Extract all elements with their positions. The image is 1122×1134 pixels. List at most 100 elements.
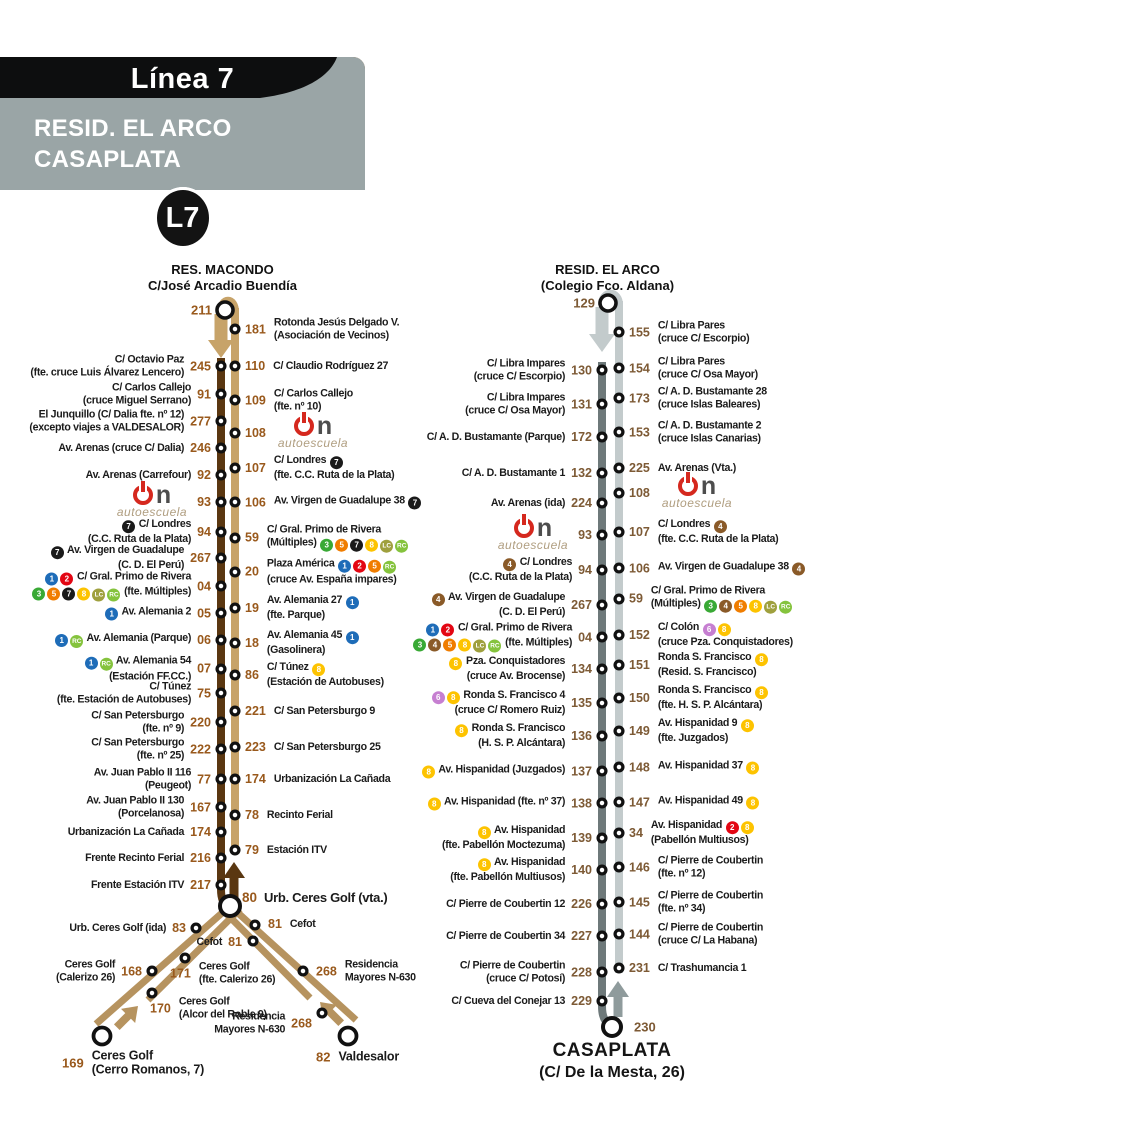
stop-row-93: n autoescuela 93 [113, 483, 211, 520]
autoescuela-on-logo: n autoescuela [497, 514, 569, 553]
stop-label: Urb. Ceres Golf (vta.) [264, 890, 388, 905]
line-badge-8: 8 [454, 724, 468, 738]
stop-label: C/ Colón 6 8 (cruce Pza. Conquistadores) [657, 621, 793, 649]
terminal-number: 230 [634, 1020, 656, 1035]
stop-row-229: C/ Cueva del Conejar 13 229 [451, 994, 592, 1008]
stop-dot [613, 692, 625, 704]
stop-number: 217 [190, 878, 211, 892]
line-badge-1: 1 [55, 634, 69, 647]
stop-label: El Junquillo (C/ Dalia fte. nº 12) (excep… [29, 408, 185, 433]
stop-number: 138 [571, 796, 592, 810]
stop-dot [229, 360, 241, 372]
stop-dot [596, 398, 608, 410]
stop-label: Urbanización La Cañada [67, 825, 185, 838]
stop-label: Frente Recinto Ferial [85, 851, 185, 864]
stop-label: Av. Juan Pablo II 130 (Porcelanosa) [86, 794, 185, 819]
stop-label: C/ Libra Impares (cruce C/ Osa Mayor) [465, 391, 566, 416]
branch-line [219, 906, 313, 1001]
stop-label: Av. Arenas (Vta.) [657, 461, 736, 474]
stop-row-137: 8 Av. Hispanidad (Juzgados) 137 [421, 764, 592, 779]
stop-dot [613, 796, 625, 808]
stop-label: Av. Arenas (Carrefour) [85, 468, 192, 481]
power-icon [513, 518, 534, 538]
stop-label: C/ Pierre de Coubertin (fte. nº 12) [657, 854, 764, 879]
stop-number: 229 [571, 994, 592, 1008]
stop-number: 152 [629, 628, 650, 642]
junction-label: 80 Urb. Ceres Golf (vta.) [242, 890, 388, 905]
line-badge-5: 5 [47, 587, 61, 601]
line-badge-LC: LC [473, 639, 487, 653]
stop-number: 79 [245, 843, 259, 857]
stop-row-222: C/ San Petersburgo (fte. nº 25) 222 [91, 736, 211, 761]
stop-dot [596, 898, 608, 910]
stop-number: 145 [629, 895, 650, 909]
stop-dot [229, 773, 241, 785]
route-terminal-circle [601, 1016, 623, 1038]
stop-row-107: 107 C/ Londres 4 (fte. C.C. Ruta de la Pla… [629, 518, 779, 546]
stop-row-145: 145 C/ Pierre de Coubertin (fte. nº 34) [629, 889, 763, 914]
stop-label: Recinto Ferial [266, 808, 333, 821]
linea7-header-band [0, 57, 337, 98]
stop-dot [613, 827, 625, 839]
stop-dot [146, 987, 158, 999]
stop-row-246: Av. Arenas (cruce C/ Dalia) 246 [58, 441, 211, 455]
line-badge-RC: RC [383, 560, 397, 574]
stop-dot [596, 364, 608, 376]
stop-label: 8 Ronda S. Francisco (H. S. P. Alcántara) [454, 722, 565, 750]
stop-number: 146 [629, 860, 650, 874]
stop-number: 20 [245, 565, 259, 579]
stop-row-181: 181 Rotonda Jesús Delgado V. (Asociación d… [245, 316, 400, 341]
stop-dot [247, 935, 259, 947]
line-badge-8: 8 [740, 719, 754, 733]
stop-label: C/ San Petersburgo 25 [273, 740, 381, 753]
stop-dot [316, 1007, 328, 1019]
stop-label: C/ Pierre de Coubertin (cruce C/ La Haban… [657, 921, 764, 946]
stop-number: 78 [245, 808, 259, 822]
stop-number: 83 [172, 921, 186, 935]
stop-dot [613, 861, 625, 873]
stop-label: C/ Pierre de Coubertin (cruce C/ Potosí) [459, 959, 566, 984]
stop-number: 153 [629, 425, 650, 439]
stop-row-05: 1 Av. Alemania 2 05 [104, 606, 211, 621]
line-badge-1: 1 [345, 596, 359, 610]
stop-label: C/ Londres 7 (fte. C.C. Ruta de la Plata) [273, 454, 395, 482]
line-badge-1: 1 [45, 572, 59, 586]
stop-label: Ceres Golf (Calerizo 26) [56, 958, 116, 983]
stop-row-221: 221 C/ San Petersburgo 9 [245, 704, 375, 718]
stop-dot [215, 442, 227, 454]
stop-dot [215, 716, 227, 728]
line-badge-6: 6 [702, 623, 716, 637]
stop-number: 226 [571, 897, 592, 911]
line-badge-8: 8 [365, 538, 379, 552]
stop-number: 268 [291, 1016, 312, 1030]
stop-label: Ceres Golf (Cerro Romanos, 7) [91, 1048, 205, 1076]
stop-number: 136 [571, 729, 592, 743]
stop-row-110: 110 C/ Claudio Rodríguez 27 [245, 359, 388, 373]
stop-number: 246 [190, 441, 211, 455]
stop-dot [596, 564, 608, 576]
stop-number: 171 [170, 966, 191, 980]
line-badge-8: 8 [749, 599, 763, 613]
stop-row-138: 8 Av. Hispanidad (fte. nº 37) 138 [427, 796, 592, 811]
stop-number: 34 [629, 826, 643, 840]
stop-dot [229, 462, 241, 474]
stop-row-34: 34 Av. Hispanidad 2 8 (Pabellón Multiusos) [629, 819, 755, 847]
stop-number: 129 [573, 295, 595, 311]
stop-number: 139 [571, 831, 592, 845]
stop-dot [613, 659, 625, 671]
autoescuela-on-logo: n autoescuela [661, 472, 733, 511]
stop-dot [613, 593, 625, 605]
stop-dot [215, 826, 227, 838]
stop-dot [613, 725, 625, 737]
linea7-origin: RESID. EL ARCO (Colegio Fco. Aldana) [540, 262, 675, 293]
line-badge-8: 8 [477, 826, 491, 840]
stop-row-134: 8 Pza. Conquistadores (cruce Av. Brocense… [448, 655, 592, 683]
stop-row-225: 225 Av. Arenas (Vta.) [629, 461, 736, 475]
line-badge-5: 5 [734, 599, 748, 613]
stop-number: 107 [245, 461, 266, 475]
terminal-name: CASAPLATA (C/ De la Mesta, 26) [539, 1040, 685, 1081]
stop-number: 216 [190, 851, 211, 865]
route-start-circle [215, 300, 235, 320]
